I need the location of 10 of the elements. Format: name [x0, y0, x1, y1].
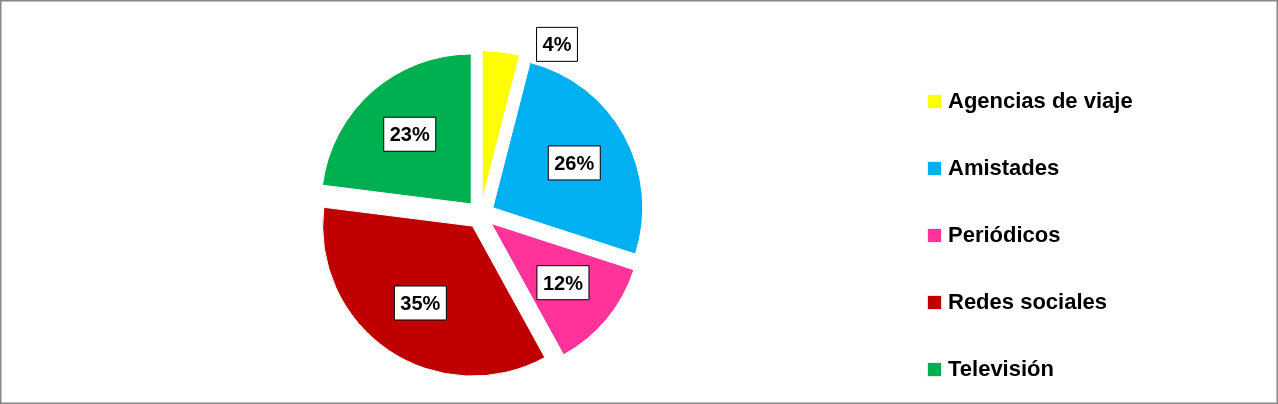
legend-label: Amistades [948, 155, 1060, 181]
legend-label: Agencias de viaje [948, 88, 1133, 114]
legend-label: Televisión [948, 356, 1054, 382]
legend-label: Periódicos [948, 222, 1061, 248]
data-label: 26% [554, 151, 595, 174]
legend-label: Redes sociales [948, 289, 1107, 315]
data-label: 4% [542, 33, 572, 56]
data-label: 23% [389, 123, 430, 146]
data-label: 35% [400, 292, 441, 314]
data-label: 12% [542, 271, 584, 294]
